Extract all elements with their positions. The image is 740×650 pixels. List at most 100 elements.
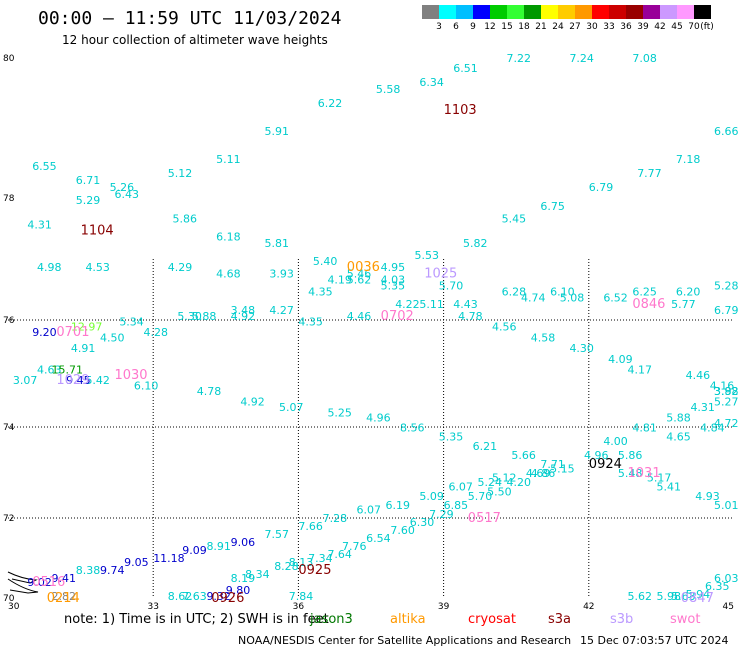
wave-height-value: 8.19 [231, 572, 256, 585]
wave-height-value: 4.95 [381, 261, 406, 274]
generation-timestamp: 15 Dec 07:03:57 UTC 2024 [580, 634, 729, 647]
wave-height-value: 8.28 [274, 560, 299, 573]
wave-height-value: 6.10 [550, 286, 575, 299]
wave-height-value: 7.28 [323, 512, 348, 525]
wave-height-value: 4.56 [492, 321, 517, 334]
pass-time-label: 1104 [81, 224, 114, 239]
wave-height-value: 4.53 [85, 261, 110, 274]
wave-height-value: 5.81 [265, 237, 290, 250]
coastline [7, 571, 39, 594]
wave-height-value: 5.34 [119, 315, 144, 328]
lat-label: 76 [3, 316, 15, 326]
lon-label: 45 [723, 602, 734, 612]
lon-label: 33 [147, 602, 158, 612]
wave-height-value: 7.63 [182, 590, 207, 603]
colorbar-tick-label: 9 [470, 22, 476, 32]
wave-height-value: 5.46 [347, 267, 372, 280]
wave-height-value: 4.35 [308, 286, 333, 299]
wave-height-value: 4.78 [197, 385, 222, 398]
wave-height-value: 5.62 [347, 273, 372, 286]
wave-height-value: 4.65 [666, 431, 691, 444]
colorbar-tick-label: 24 [552, 22, 564, 32]
wave-height-value: 4.74 [521, 292, 546, 305]
colorbar-swatch [575, 5, 592, 19]
colorbar-tick-label: 30 [586, 22, 598, 32]
wave-height-value: 6.55 [32, 160, 57, 173]
wave-height-value: 5.25 [327, 406, 352, 419]
wave-height-value: 5.88 [192, 310, 217, 323]
wave-height-value: 4.09 [608, 353, 633, 366]
wave-height-value: 5.40 [313, 255, 338, 268]
pass-time-label: 0924 [589, 457, 622, 472]
wave-height-value: 5.15 [550, 463, 575, 476]
wave-height-value: 4.93 [695, 490, 720, 503]
wave-height-value: 5.58 [376, 83, 401, 96]
colorbar-tick-label: 18 [518, 22, 530, 32]
wave-height-value: 4.29 [168, 261, 193, 274]
wave-height-value: 4.63 [37, 364, 62, 377]
colorbar-swatch [626, 5, 643, 19]
wave-height-value: 7.76 [342, 540, 367, 553]
wave-height-value: 3.98 [714, 385, 739, 398]
wave-height-value: 9.41 [52, 572, 76, 585]
wave-height-value: 4.86 [531, 467, 556, 480]
colorbar-swatch [490, 5, 507, 19]
wave-height-value: 6.71 [76, 174, 101, 187]
wave-height-value: 4.35 [298, 315, 323, 328]
pass-time-label: 0214 [47, 591, 80, 606]
lat-label: 80 [3, 54, 15, 64]
wave-height-value: 9.05 [124, 556, 149, 569]
wave-height-value: 4.98 [37, 261, 62, 274]
wave-height-value: 6.19 [386, 499, 411, 512]
wave-height-value: 4.46 [686, 369, 711, 382]
wave-height-value: 5.88 [666, 412, 691, 425]
wave-height-value: 5.30 [177, 310, 202, 323]
wave-height-value: 4.92 [240, 396, 265, 409]
wave-height-value: 7.84 [289, 590, 314, 603]
wave-height-value: 5.42 [85, 374, 110, 387]
coastline-shape [7, 571, 39, 594]
pass-time-label: 1031 [628, 466, 661, 481]
wave-height-value: 6.51 [453, 62, 478, 75]
wave-height-value: 5.24 [477, 476, 502, 489]
wave-height-value: 5.08 [560, 292, 585, 305]
colorbar-swatch [609, 5, 626, 19]
wave-height-value: 4.96 [366, 412, 391, 425]
wave-height-value: 8.13 [289, 556, 314, 569]
wave-height-value: 6.20 [676, 286, 701, 299]
colorbar-swatch [677, 5, 694, 19]
wave-height-value: 6.07 [448, 481, 473, 494]
wave-height-value: 5.07 [279, 401, 304, 414]
wave-height-value: 5.12 [492, 472, 517, 485]
satellite-legend-jason3: jason3 [310, 612, 353, 627]
wave-height-value: 4.50 [100, 331, 125, 344]
wave-height-value: 5.09 [419, 490, 444, 503]
wave-height-value: 4.22 [395, 298, 420, 311]
wave-height-value: 9.06 [231, 536, 256, 549]
wave-height-value: 6.18 [216, 231, 241, 244]
wave-height-value: 4.28 [144, 326, 169, 339]
wave-height-value: 6.75 [540, 200, 565, 213]
wave-height-value: 6.34 [419, 76, 444, 89]
wave-height-value: 5.41 [657, 481, 682, 494]
wave-height-value: 3.82 [714, 385, 739, 398]
wave-height-value: 9.74 [100, 564, 125, 577]
wave-height-value: 5.11 [216, 153, 241, 166]
pass-time-label: 0926 [211, 591, 244, 606]
wave-height-value: 15.71 [52, 364, 83, 377]
lat-label: 72 [3, 514, 14, 524]
colorbar-tick-label: 42 [654, 22, 666, 32]
wave-height-value: 7.29 [429, 508, 454, 521]
satellite-legend-altika: altika [390, 612, 426, 627]
wave-height-value: 6.35 [705, 580, 730, 593]
wave-height-value: 9.09 [182, 544, 207, 557]
wave-height-value: 5.94 [686, 588, 711, 601]
wave-height-value: 4.00 [603, 435, 628, 448]
wave-height-value: 11.18 [153, 552, 185, 565]
wave-height-value: 5.53 [415, 249, 440, 262]
wave-height-value: 5.12 [168, 167, 193, 180]
satellite-legend-cryosat: cryosat [468, 612, 516, 627]
wave-height-value: 6.66 [714, 125, 739, 138]
